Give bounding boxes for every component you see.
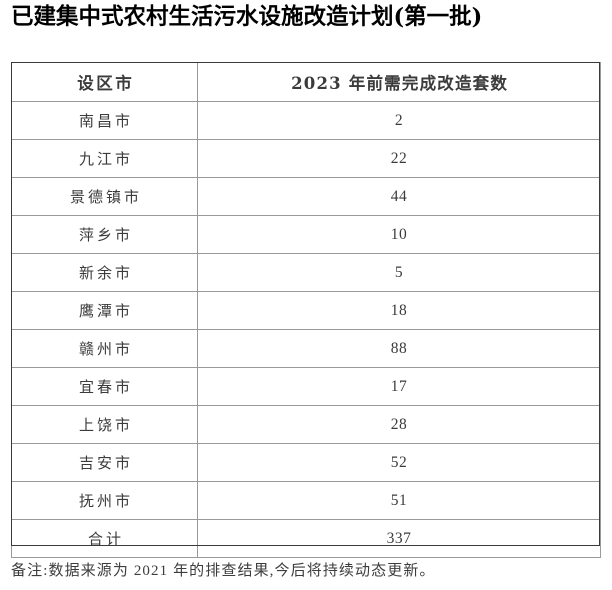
cell-city: 宜春市	[11, 367, 198, 406]
cell-city: 新余市	[11, 253, 198, 292]
table-row: 合计 337	[11, 519, 601, 558]
cell-count: 28	[197, 405, 601, 444]
cell-city: 九江市	[11, 139, 198, 178]
cell-city: 抚州市	[11, 481, 198, 520]
cell-count: 51	[197, 481, 601, 520]
cell-count: 44	[197, 177, 601, 216]
table-body: 南昌市 2 九江市 22 景德镇市 44 萍乡市 10 新余市 5 鹰潭市 18 赣州市 88 宜春市 17 上…	[11, 101, 601, 558]
cell-city: 吉安市	[11, 443, 198, 482]
cell-city: 萍乡市	[11, 215, 198, 254]
table-row: 新余市 5	[11, 253, 601, 292]
cell-city: 景德镇市	[11, 177, 198, 216]
cell-count: 88	[197, 329, 601, 368]
cell-city: 鹰潭市	[11, 291, 198, 330]
table-row: 宜春市 17	[11, 367, 601, 406]
footnote-text: 备注:数据来源为 2021 年的排查结果,今后将持续动态更新。	[11, 563, 436, 579]
table-row: 鹰潭市 18	[11, 291, 601, 330]
cell-count: 337	[197, 519, 601, 558]
page-title: 已建集中式农村生活污水设施改造计划(第一批)	[11, 4, 483, 30]
column-header-count: 2023 年前需完成改造套数	[197, 62, 601, 102]
cell-count: 5	[197, 253, 601, 292]
table-row: 抚州市 51	[11, 481, 601, 520]
cell-count: 17	[197, 367, 601, 406]
table-row: 南昌市 2	[11, 101, 601, 140]
table-row: 萍乡市 10	[11, 215, 601, 254]
column-header-city: 设区市	[11, 62, 198, 102]
cell-count: 22	[197, 139, 601, 178]
cell-count: 52	[197, 443, 601, 482]
table-row: 上饶市 28	[11, 405, 601, 444]
table-row: 景德镇市 44	[11, 177, 601, 216]
cell-count: 18	[197, 291, 601, 330]
cell-count: 2	[197, 101, 601, 140]
renovation-plan-table: 设区市 2023 年前需完成改造套数 南昌市 2 九江市 22 景德镇市 44 萍乡市 10 新…	[11, 62, 601, 558]
table-header-row: 设区市 2023 年前需完成改造套数	[11, 62, 601, 102]
table-row: 赣州市 88	[11, 329, 601, 368]
cell-city: 上饶市	[11, 405, 198, 444]
cell-city: 赣州市	[11, 329, 198, 368]
cell-city: 合计	[11, 519, 198, 558]
table-row: 吉安市 52	[11, 443, 601, 482]
cell-city: 南昌市	[11, 101, 198, 140]
table-row: 九江市 22	[11, 139, 601, 178]
cell-count: 10	[197, 215, 601, 254]
